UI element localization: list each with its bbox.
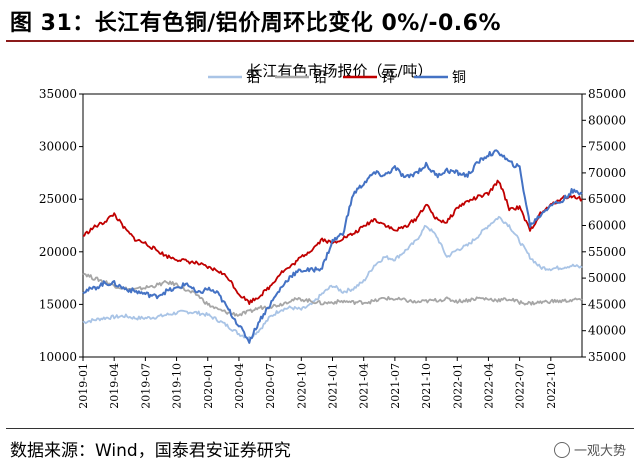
x-tick-label: 2020-10 [295,363,308,409]
y-right-tick-label: 85000 [588,87,626,101]
x-tick-label: 2021-07 [389,363,402,409]
y-right-tick-label: 55000 [588,245,626,259]
watermark-text: 一观大势 [573,444,626,459]
y-left-tick-label: 20000 [39,245,77,259]
y-right-tick-label: 35000 [588,350,626,364]
y-right-tick-label: 45000 [588,297,626,311]
x-tick-label: 2020-04 [233,363,246,409]
y-left-tick-label: 15000 [39,297,77,311]
series-line-4 [82,149,583,344]
x-tick-label: 2020-07 [264,363,277,409]
y-right-tick-label: 40000 [588,324,626,338]
wechat-icon [553,441,570,458]
legend-label: 铜 [452,70,466,86]
legend-label: 铅 [313,70,327,86]
series-line-1 [82,215,583,340]
x-tick-label: 2022-10 [545,363,558,409]
x-tick-label: 2022-01 [451,363,464,409]
legend-label: 锌 [381,70,395,86]
y-axis-left: 10000 15000 20000 25000 30000 35000 [39,87,83,364]
y-right-tick-label: 75000 [588,140,626,154]
y-axis-right: 35000 40000 45000 50000 55000 60000 65000 70000… [582,87,626,364]
x-tick-label: 2019-10 [171,363,184,409]
x-tick-label: 2021-01 [327,363,340,409]
source-note: 数据来源：Wind，国泰君安证券研究 [10,441,291,461]
chart-title: 长江有色市场报价（元/吨） [247,62,432,80]
chart-legend: 铝铅锌铜 [208,70,466,86]
y-left-tick-label: 35000 [39,87,77,101]
x-tick-label: 2022-04 [482,363,495,409]
y-right-tick-label: 65000 [588,192,626,206]
figure-title: 图 31：长江有色铜/铝价周环比变化 0%/-0.6% [10,11,502,36]
series-lines [82,149,583,344]
y-left-tick-label: 30000 [39,140,77,154]
watermark: 一观大势 [553,440,626,459]
y-left-tick-label: 25000 [39,192,77,206]
series-line-2 [82,272,583,317]
x-tick-label: 2019-04 [108,363,121,409]
x-tick-label: 2019-07 [139,363,152,409]
y-right-tick-label: 70000 [588,166,626,180]
y-right-tick-label: 50000 [588,271,626,285]
legend-label: 铝 [246,70,260,86]
x-tick-label: 2019-01 [77,363,90,409]
x-tick-label: 2021-10 [420,363,433,409]
y-right-tick-label: 60000 [588,219,626,233]
footer-divider [6,428,634,429]
price-chart: 长江有色市场报价（元/吨） 铝 铅 锌 铜 10000 15000 20000 25000 3… [39,62,626,409]
y-left-tick-label: 10000 [39,350,77,364]
figure-header: 图 31：长江有色铜/铝价周环比变化 0%/-0.6% [0,0,640,40]
title-divider [6,40,634,42]
x-tick-label: 2020-01 [202,363,215,409]
x-tick-label: 2021-04 [358,363,371,409]
x-axis: 2019-01 2019-04 2019-07 2019-10 2020-01 2020-… [77,357,558,409]
x-tick-label: 2022-07 [514,363,527,409]
y-right-tick-label: 80000 [588,113,626,127]
